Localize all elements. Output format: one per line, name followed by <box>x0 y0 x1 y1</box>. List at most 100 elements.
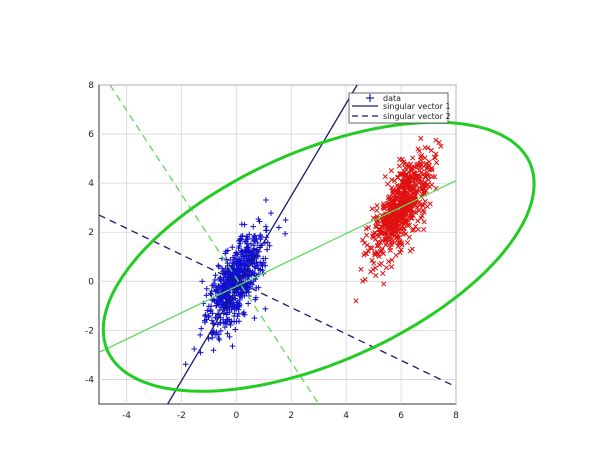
x-point <box>397 249 403 255</box>
x-point <box>388 239 395 246</box>
x-point <box>397 219 403 225</box>
plus-point <box>216 276 223 282</box>
plus-point <box>255 284 262 291</box>
y-axis-ticks: 8 6 4 2 0 -2 -4 <box>85 81 94 385</box>
x-point <box>411 209 417 215</box>
x-point <box>378 230 385 236</box>
plus-point <box>244 284 250 291</box>
legend-box <box>348 92 449 124</box>
plus-point <box>250 247 257 253</box>
plus-point <box>255 216 262 222</box>
x-tick-label: -2 <box>177 411 186 421</box>
plus-point <box>250 278 257 284</box>
x-point <box>375 218 381 224</box>
x-point <box>393 211 399 218</box>
plus-point <box>221 268 227 274</box>
plus-point <box>222 270 228 277</box>
x-point <box>411 170 417 176</box>
plus-point <box>199 278 205 285</box>
plus-point <box>204 285 210 292</box>
plus-point <box>235 270 241 277</box>
x-point <box>402 171 409 178</box>
plus-point <box>215 262 222 269</box>
x-point <box>416 176 423 182</box>
x-point <box>365 248 371 254</box>
x-point <box>369 206 375 212</box>
x-point <box>374 224 380 230</box>
plus-point <box>276 224 282 231</box>
plus-point <box>224 330 231 337</box>
plus-point <box>220 319 227 326</box>
plus-point <box>212 272 219 279</box>
x-point <box>428 147 434 153</box>
x-point <box>400 183 406 189</box>
x-point <box>433 137 439 143</box>
plus-point <box>234 265 241 272</box>
y-tick-label: 6 <box>88 130 94 140</box>
plus-point <box>249 269 256 275</box>
plus-point <box>250 223 257 230</box>
plus-point <box>238 254 244 260</box>
plus-point <box>226 334 233 340</box>
x-point <box>386 214 392 220</box>
plus-point <box>241 311 248 318</box>
plus-point <box>247 257 253 263</box>
x-point <box>420 207 426 213</box>
x-point <box>417 160 423 166</box>
x-point <box>369 257 375 263</box>
plus-point <box>210 347 217 354</box>
plus-point <box>254 240 261 246</box>
x-point <box>398 213 404 220</box>
x-point <box>386 213 392 219</box>
plus-point <box>259 263 266 269</box>
plus-point <box>228 318 235 325</box>
plus-point <box>253 236 259 242</box>
plus-point <box>233 260 239 267</box>
plus-point <box>233 250 239 257</box>
x-point <box>432 155 438 161</box>
x-point <box>407 193 413 199</box>
plus-point <box>263 197 269 203</box>
plus-point <box>222 324 228 330</box>
x-point <box>408 210 414 216</box>
x-point <box>415 146 421 152</box>
plus-point <box>230 301 237 308</box>
x-point <box>424 203 430 210</box>
x-point <box>382 173 388 180</box>
plus-point <box>233 266 240 272</box>
x-point <box>417 199 423 205</box>
legend-marker-data <box>366 94 374 102</box>
plus-point <box>252 296 258 303</box>
x-tick-label: 6 <box>398 411 404 421</box>
plus-point <box>225 247 231 254</box>
guide-line <box>109 84 320 405</box>
x-point <box>405 164 411 171</box>
x-point <box>388 168 394 174</box>
x-point <box>420 185 426 191</box>
legend-label-singular-1: singular vector 1 <box>383 102 451 111</box>
x-point <box>380 219 387 225</box>
green-ellipse <box>101 120 536 393</box>
plus-point <box>224 260 231 266</box>
x-point <box>383 265 390 271</box>
x-point <box>392 218 398 224</box>
plus-point <box>256 218 263 225</box>
x-point <box>353 298 359 304</box>
x-point <box>401 225 407 231</box>
gridlines <box>99 84 457 404</box>
singular-vector-2-line <box>98 214 457 388</box>
x-point <box>400 207 406 213</box>
x-point <box>418 154 424 160</box>
plus-point <box>263 227 270 234</box>
plus-point <box>261 259 267 266</box>
x-point <box>429 173 436 180</box>
x-point <box>374 207 380 214</box>
x-point <box>427 167 433 173</box>
plus-point <box>217 284 224 290</box>
x-point <box>375 239 381 245</box>
plus-point <box>245 300 251 307</box>
legend: data singular vector 1 singular vector 2 <box>348 92 451 124</box>
x-point <box>412 193 418 199</box>
x-point <box>403 231 409 237</box>
